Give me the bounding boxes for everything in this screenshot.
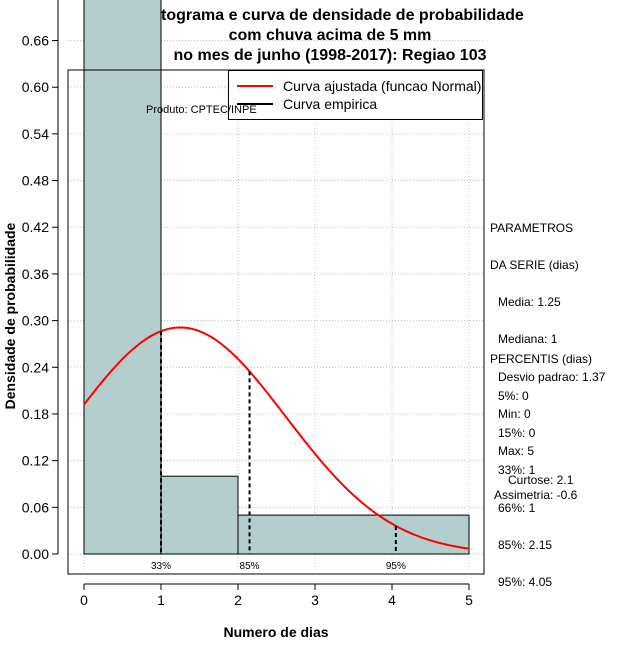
percentiles-panel: PERCENTIS (dias) 5%: 0 15%: 0 33%: 1 66%… bbox=[490, 328, 592, 601]
pctl-15: 15%: 0 bbox=[498, 426, 536, 441]
y-axis-label: Densidade de probabilidade bbox=[2, 222, 18, 410]
y-tick-label: 0.18 bbox=[22, 406, 49, 422]
param-max: Max: 5 bbox=[498, 444, 535, 459]
legend: Curva ajustada (funcao Normal) Curva emp… bbox=[228, 70, 483, 120]
param-desvio: Desvio padrao: 1.37 bbox=[498, 369, 606, 384]
parameters-header-2: DA SERIE (dias) bbox=[490, 258, 579, 273]
percentile-marker-label: 33% bbox=[151, 561, 171, 572]
pctl-5: 5%: 0 bbox=[498, 389, 529, 404]
y-tick-label: 0.48 bbox=[22, 173, 49, 189]
y-tick-label: 0.36 bbox=[22, 266, 49, 282]
param-mediana: Mediana: 1 bbox=[498, 332, 558, 347]
normal-fit-curve bbox=[83, 326, 470, 550]
x-tick-label: 2 bbox=[234, 592, 242, 608]
x-tick-label: 0 bbox=[80, 592, 88, 608]
legend-item-fitted: Curva ajustada (funcao Normal) bbox=[237, 77, 481, 95]
y-tick-label: 0.06 bbox=[22, 499, 49, 515]
y-tick-label: 0.12 bbox=[22, 453, 49, 469]
histogram-bar bbox=[160, 475, 239, 555]
y-tick-label: 0.60 bbox=[22, 79, 49, 95]
legend-label-empirical: Curva empirica bbox=[283, 96, 378, 112]
y-tick-label: 0.30 bbox=[22, 313, 49, 329]
legend-label-fitted: Curva ajustada (funcao Normal) bbox=[283, 78, 482, 94]
y-tick-label: 0.72 bbox=[22, 0, 49, 2]
x-tick-label: 3 bbox=[311, 592, 319, 608]
param-min: Min: 0 bbox=[498, 406, 531, 421]
parameters-panel: PARAMETROS DA SERIE (dias) Media: 1.25 M… bbox=[490, 197, 605, 470]
x-tick-label: 4 bbox=[388, 592, 396, 608]
y-tick-label: 0.24 bbox=[22, 359, 49, 375]
legend-swatch-red bbox=[237, 85, 273, 87]
stat-assimetria: Assimetria: -0.6 bbox=[494, 488, 578, 502]
x-tick-label: 5 bbox=[465, 592, 473, 608]
x-axis-label: Numero de dias bbox=[223, 624, 329, 640]
legend-swatch-black bbox=[237, 103, 273, 105]
stat-curtose: Curtose: 2.1 bbox=[508, 473, 574, 487]
pctl-95: 95%: 4.05 bbox=[498, 575, 553, 590]
histogram-bar bbox=[83, 0, 162, 555]
axes: 0.00 0.06 0.12 0.18 0.24 0.30 0.36 0.42 0.48 0.54… bbox=[22, 0, 473, 608]
histogram-bars bbox=[83, 0, 470, 555]
y-tick-label: 0.54 bbox=[22, 126, 49, 142]
percentile-marker-label: 85% bbox=[240, 561, 260, 572]
normal-curve-layer bbox=[83, 326, 470, 550]
pctl-66: 66%: 1 bbox=[498, 500, 536, 515]
x-tick-label: 1 bbox=[157, 592, 165, 608]
y-tick-label: 0.66 bbox=[22, 33, 49, 49]
pctl-85: 85%: 2.15 bbox=[498, 537, 553, 552]
product-credit: Produto: CPTEC/INPE bbox=[146, 104, 257, 116]
pctl-33: 33%: 1 bbox=[498, 463, 536, 478]
parameters-header-1: PARAMETROS bbox=[490, 220, 574, 235]
y-tick-label: 0.00 bbox=[22, 546, 49, 562]
percentile-markers: 33% 85% 95% bbox=[151, 331, 406, 572]
percentiles-header: PERCENTIS (dias) bbox=[490, 351, 593, 366]
y-tick-label: 0.42 bbox=[22, 219, 49, 235]
histogram-bar bbox=[237, 514, 470, 555]
chart-title-line-2: com chuva acima de 5 mm bbox=[228, 27, 432, 44]
chart-title-line-3: no mes de junho (1998-2017): Regiao 103 bbox=[173, 47, 487, 64]
param-media: Media: 1.25 bbox=[498, 295, 561, 310]
legend-item-empirical: Curva empirica bbox=[237, 95, 377, 113]
percentile-marker-label: 95% bbox=[386, 561, 406, 572]
chart-title-line-1: Histograma e curva de densidade de proba… bbox=[136, 7, 524, 24]
